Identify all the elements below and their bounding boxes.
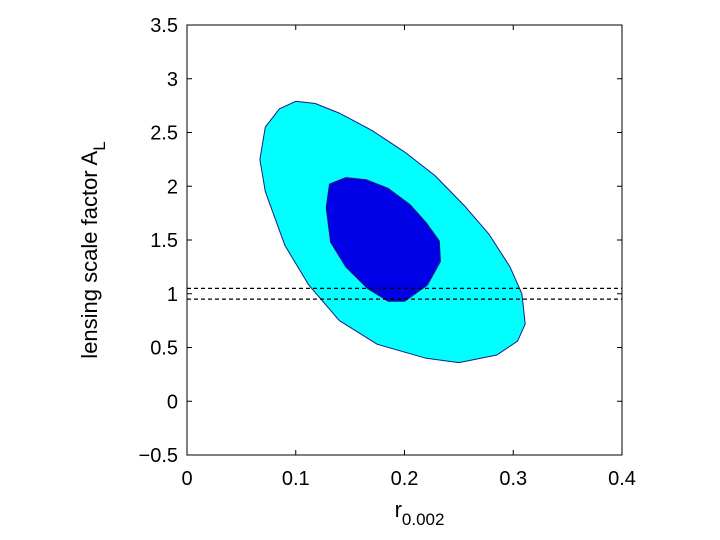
x-tick-label: 0.1 <box>282 468 310 490</box>
x-axis-label-subscript: 0.002 <box>402 510 445 529</box>
x-tick-label: 0.2 <box>391 468 419 490</box>
axis-ticks: 0 0.1 0.2 0.3 0.4−0.500.511.522.533.5 <box>139 15 636 490</box>
x-axis-label-main: r <box>395 497 402 522</box>
y-tick-label: 1 <box>167 284 178 306</box>
contour-inner-region <box>325 177 441 302</box>
x-tick-label: 0.3 <box>499 468 527 490</box>
y-tick-label: 3.5 <box>150 15 178 37</box>
y-tick-label: 0.5 <box>150 338 178 360</box>
x-tick-label: 0.4 <box>608 468 636 490</box>
x-axis-label: r0.002 <box>395 497 445 529</box>
y-tick-label: −0.5 <box>139 445 178 467</box>
y-tick-label: 1.5 <box>150 230 178 252</box>
y-tick-label: 3 <box>167 69 178 91</box>
y-axis-label-main: lensing scale factor A <box>77 150 102 358</box>
reference-lines <box>187 287 622 300</box>
y-tick-label: 2 <box>167 176 178 198</box>
y-axis-label: lensing scale factor AL <box>77 141 109 358</box>
y-tick-label: 0 <box>167 391 178 413</box>
contour-fills <box>259 100 526 364</box>
y-tick-label: 2.5 <box>150 123 178 145</box>
y-axis-label-subscript: L <box>90 141 109 150</box>
x-tick-label: 0 <box>181 468 192 490</box>
